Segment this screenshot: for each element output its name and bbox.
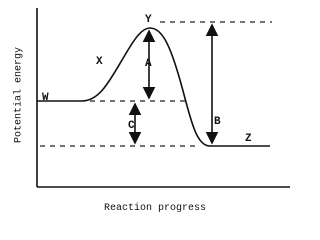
point-label: X <box>96 56 103 68</box>
y-axis-label: Potential energy <box>13 47 25 143</box>
point-label: W <box>42 92 49 104</box>
diagram: W X Y Z A B C Potential energy Reaction … <box>13 8 290 214</box>
x-axis-label: Reaction progress <box>104 202 206 214</box>
arrow-label: A <box>145 58 152 70</box>
energy-curve <box>37 27 270 147</box>
point-label: Y <box>145 14 152 26</box>
arrow-label: C <box>128 120 135 132</box>
arrow-label: B <box>214 116 221 128</box>
point-label: Z <box>245 133 252 145</box>
